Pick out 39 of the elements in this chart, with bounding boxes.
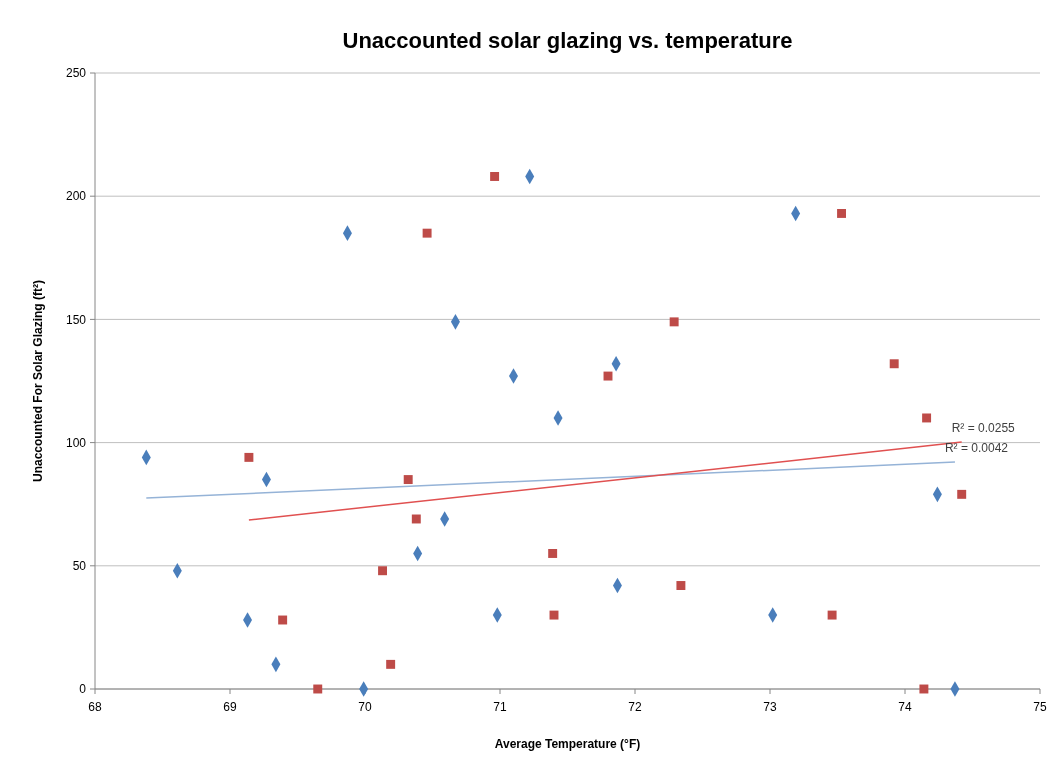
y-tick-label: 150 — [65, 312, 87, 327]
point — [548, 549, 558, 558]
point — [889, 359, 899, 369]
point — [313, 684, 323, 694]
y-tick-label: 100 — [65, 435, 87, 450]
point — [244, 452, 254, 462]
x-tick-label: 74 — [898, 700, 912, 714]
x-tick-label: 69 — [223, 700, 237, 714]
point — [549, 610, 559, 620]
annotation: R² = 0.0255 — [951, 421, 1016, 436]
point — [411, 514, 421, 524]
annotation: R² = 0.0042 — [944, 441, 1009, 456]
point — [957, 489, 967, 499]
x-tick-label: 72 — [628, 700, 642, 714]
point — [837, 208, 847, 218]
point — [422, 228, 432, 238]
point — [922, 413, 932, 423]
x-tick-label: 75 — [1033, 700, 1047, 714]
chart-title: Unaccounted solar glazing vs. temperature — [342, 28, 793, 53]
x-axis-title: Average Temperature (°F) — [494, 737, 641, 751]
point — [386, 659, 396, 669]
point — [490, 172, 500, 181]
point — [378, 566, 388, 576]
x-tick-label: 71 — [493, 700, 507, 714]
y-tick-label: 250 — [65, 66, 87, 81]
x-tick-label: 70 — [358, 700, 372, 714]
y-tick-label: 0 — [79, 682, 87, 697]
y-tick-label: 200 — [65, 189, 87, 204]
point — [919, 684, 929, 694]
point — [827, 610, 837, 620]
point — [403, 475, 413, 485]
point — [603, 371, 613, 381]
y-axis-title: Unaccounted For Solar Glazing (ft²) — [31, 279, 45, 483]
point — [278, 615, 288, 625]
y-tick-label: 50 — [72, 559, 87, 573]
point — [669, 317, 679, 327]
x-tick-label: 68 — [88, 700, 102, 714]
x-tick-label: 73 — [763, 700, 777, 714]
point — [676, 581, 686, 590]
